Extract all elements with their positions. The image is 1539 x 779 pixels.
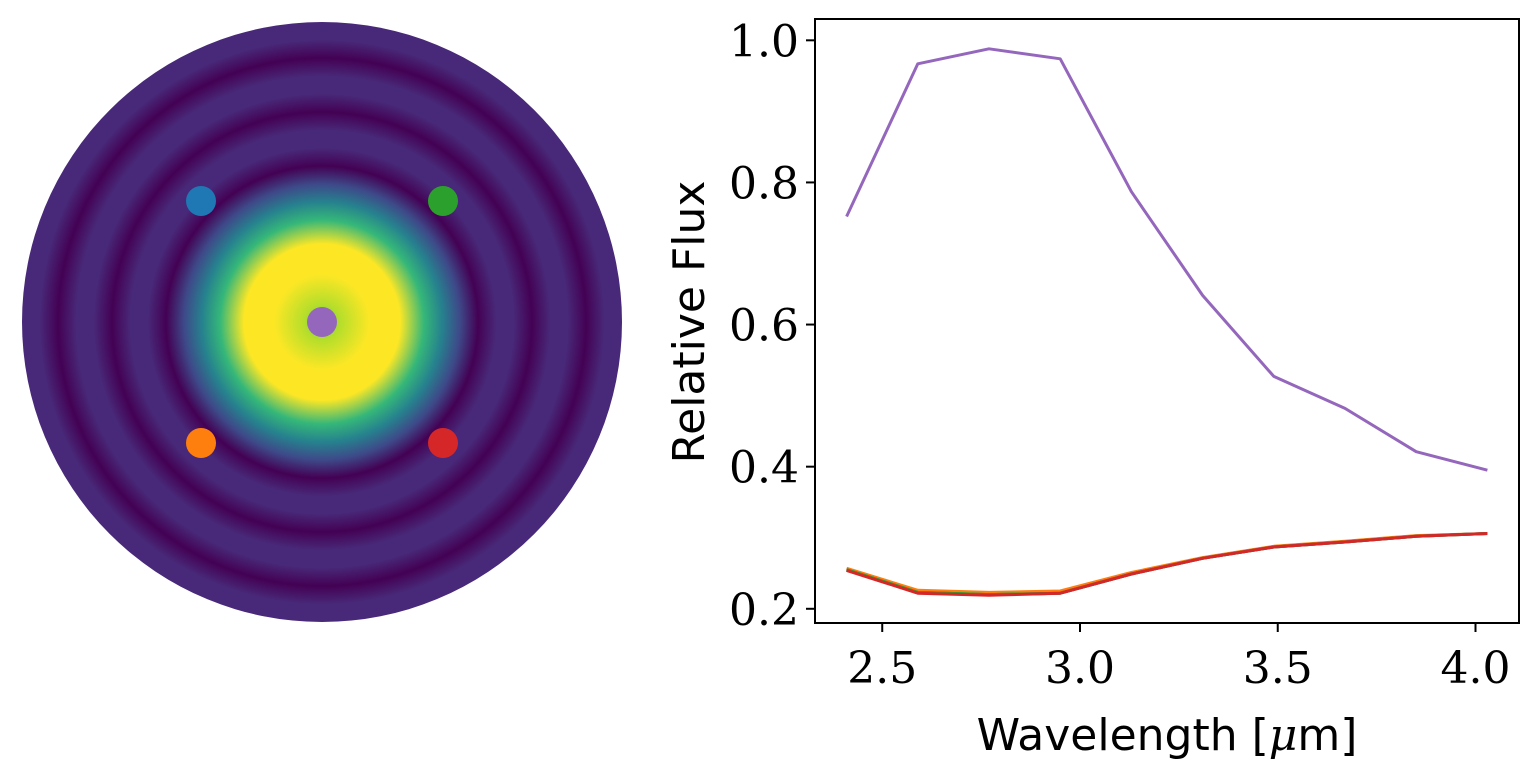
y-tick-label: 0.4 [729, 443, 799, 494]
marker-lower-left [186, 428, 216, 458]
marker-center [307, 307, 337, 337]
x-axis-ticks: 2.5 3.0 3.5 4.0 [847, 623, 1510, 694]
series-line-2 [846, 532, 1488, 594]
x-axis-label-mu: μ [1269, 710, 1298, 761]
x-tick-label: 3.5 [1243, 643, 1313, 694]
x-axis-label: Wavelength [μm] [977, 710, 1358, 761]
position-markers [186, 186, 458, 458]
y-axis-label: Relative Flux [664, 181, 715, 464]
plot-frame [814, 18, 1520, 624]
marker-upper-right [428, 186, 458, 216]
spectrum-chart-panel: 2.5 3.0 3.5 4.0 0.2 0.4 0.6 0.8 1.0 Wavelength … [664, 16, 1520, 761]
x-tick-label: 3.0 [1045, 643, 1115, 694]
marker-upper-left [186, 186, 216, 216]
y-tick-label: 0.8 [729, 158, 799, 209]
intensity-map-panel [22, 22, 622, 622]
x-tick-label: 2.5 [847, 643, 917, 694]
series-lines [845, 47, 1488, 597]
series-line-5 [846, 532, 1488, 597]
y-tick-label: 0.2 [729, 585, 799, 636]
marker-lower-right [428, 428, 458, 458]
series-line-1 [845, 47, 1488, 472]
y-tick-label: 1.0 [729, 16, 799, 67]
y-axis-ticks: 0.2 0.4 0.6 0.8 1.0 [729, 16, 815, 636]
x-tick-label: 4.0 [1441, 643, 1511, 694]
y-tick-label: 0.6 [729, 301, 799, 352]
